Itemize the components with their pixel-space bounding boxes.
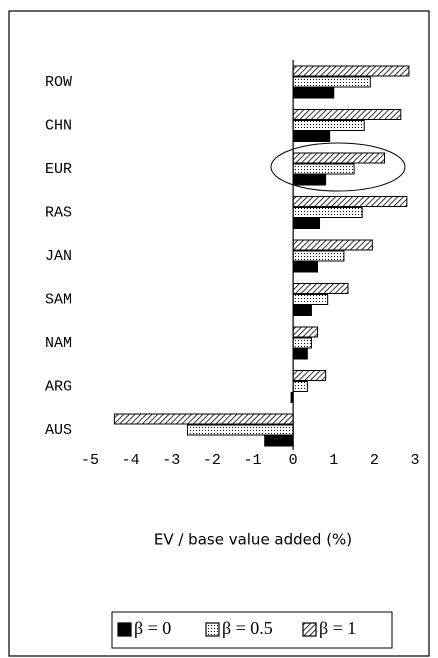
y-tick-label: ROW bbox=[45, 74, 72, 91]
x-tick-label: 3 bbox=[410, 452, 419, 469]
bar bbox=[292, 294, 329, 305]
x-tick-label: -5 bbox=[81, 452, 99, 469]
x-tick-label: -3 bbox=[162, 452, 180, 469]
x-tick-label: -2 bbox=[203, 452, 221, 469]
bar bbox=[292, 163, 355, 175]
bar bbox=[292, 239, 373, 251]
bar bbox=[264, 435, 294, 447]
y-tick-label: JAN bbox=[45, 248, 72, 265]
bar bbox=[292, 381, 308, 392]
bar bbox=[292, 261, 318, 273]
bar bbox=[292, 120, 365, 131]
y-tick-label: ARG bbox=[45, 378, 72, 395]
legend-label: β = 1 bbox=[319, 618, 356, 638]
bar bbox=[292, 283, 349, 294]
bar bbox=[292, 337, 312, 349]
bar bbox=[113, 413, 294, 425]
bar bbox=[187, 424, 294, 436]
x-tick-label: 1 bbox=[329, 452, 338, 469]
bar bbox=[292, 196, 408, 207]
bar bbox=[292, 76, 371, 88]
bar bbox=[292, 87, 335, 99]
y-tick-label: CHN bbox=[45, 117, 72, 134]
bar bbox=[292, 305, 312, 316]
y-tick-label: AUS bbox=[45, 422, 72, 439]
bar bbox=[292, 65, 410, 77]
bar bbox=[292, 348, 308, 360]
bar bbox=[292, 174, 327, 186]
x-tick-label: -4 bbox=[122, 452, 140, 469]
bar bbox=[292, 326, 318, 338]
highlight-ellipse bbox=[270, 142, 406, 192]
y-tick-label: NAM bbox=[45, 335, 72, 352]
bar bbox=[292, 109, 402, 120]
x-axis-title: EV / base value added (%) bbox=[154, 531, 352, 549]
frame bbox=[8, 10, 430, 657]
x-tick-label: 0 bbox=[289, 452, 298, 469]
bar bbox=[292, 370, 327, 381]
bar bbox=[292, 131, 331, 142]
x-tick-label: 2 bbox=[370, 452, 379, 469]
bar bbox=[292, 250, 345, 262]
bar bbox=[292, 218, 321, 229]
y-tick-label: RAS bbox=[45, 204, 72, 221]
legend-swatch bbox=[117, 622, 132, 637]
legend-box bbox=[111, 611, 393, 649]
x-tick-label: -1 bbox=[243, 452, 261, 469]
bar bbox=[292, 152, 386, 164]
legend-label: β = 0 bbox=[134, 618, 171, 638]
legend-swatch bbox=[302, 622, 317, 637]
y-tick-label: EUR bbox=[45, 161, 72, 178]
legend-label: β = 0.5 bbox=[222, 618, 273, 638]
bar bbox=[292, 207, 363, 218]
y-tick-label: SAM bbox=[45, 291, 72, 308]
legend-swatch bbox=[205, 622, 220, 637]
